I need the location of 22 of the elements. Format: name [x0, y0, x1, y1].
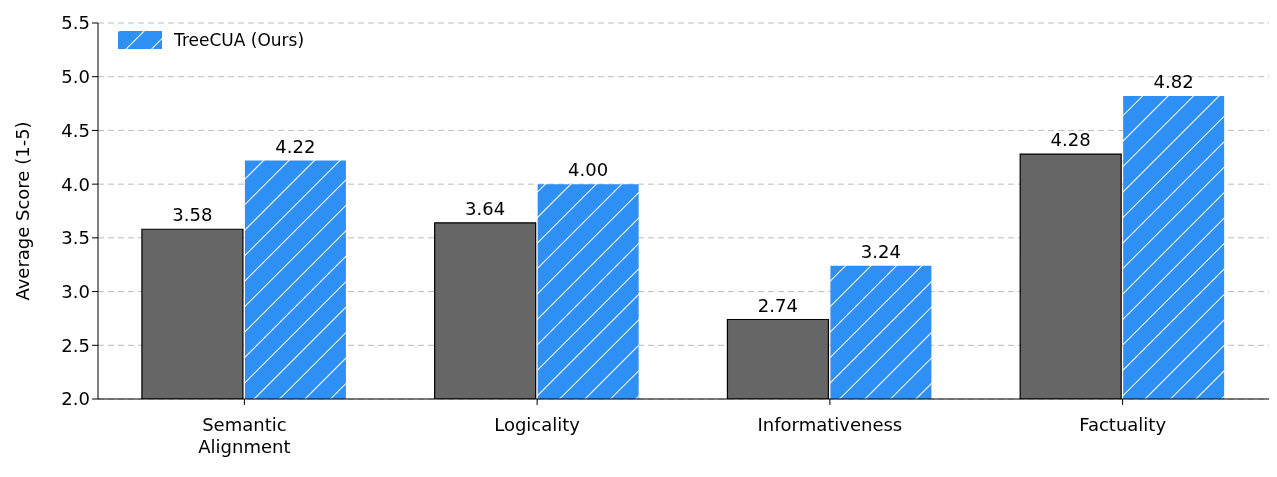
data-label: 4.82 [1153, 71, 1194, 93]
y-tick-label: 3.5 [61, 227, 90, 249]
x-tick-label: Logicality [494, 414, 581, 435]
x-tick-label: Semantic Alignment [198, 414, 291, 457]
x-tick-label: Factuality [1079, 414, 1167, 435]
data-label: 4.00 [568, 159, 609, 181]
data-label: 4.28 [1050, 129, 1091, 151]
y-axis-title: Average Score (1-5) [12, 121, 34, 301]
legend-label: TreeCUA (Ours) [174, 30, 305, 50]
data-label: 2.74 [757, 294, 798, 316]
data-label: 4.22 [275, 135, 316, 157]
y-tick-label: 3.0 [61, 280, 90, 302]
data-label: 3.24 [860, 240, 901, 262]
data-label: 3.64 [465, 197, 506, 219]
x-tick-label: Informativeness [757, 414, 903, 435]
y-tick-label: 2.0 [61, 388, 90, 410]
y-tick-label: 2.5 [61, 334, 90, 356]
y-tick-label: 4.5 [61, 119, 90, 141]
y-tick-label: 4.0 [61, 173, 90, 195]
y-tick-label: 5.5 [61, 12, 90, 34]
data-label: 3.58 [172, 204, 213, 226]
y-tick-label: 5.0 [61, 66, 90, 88]
